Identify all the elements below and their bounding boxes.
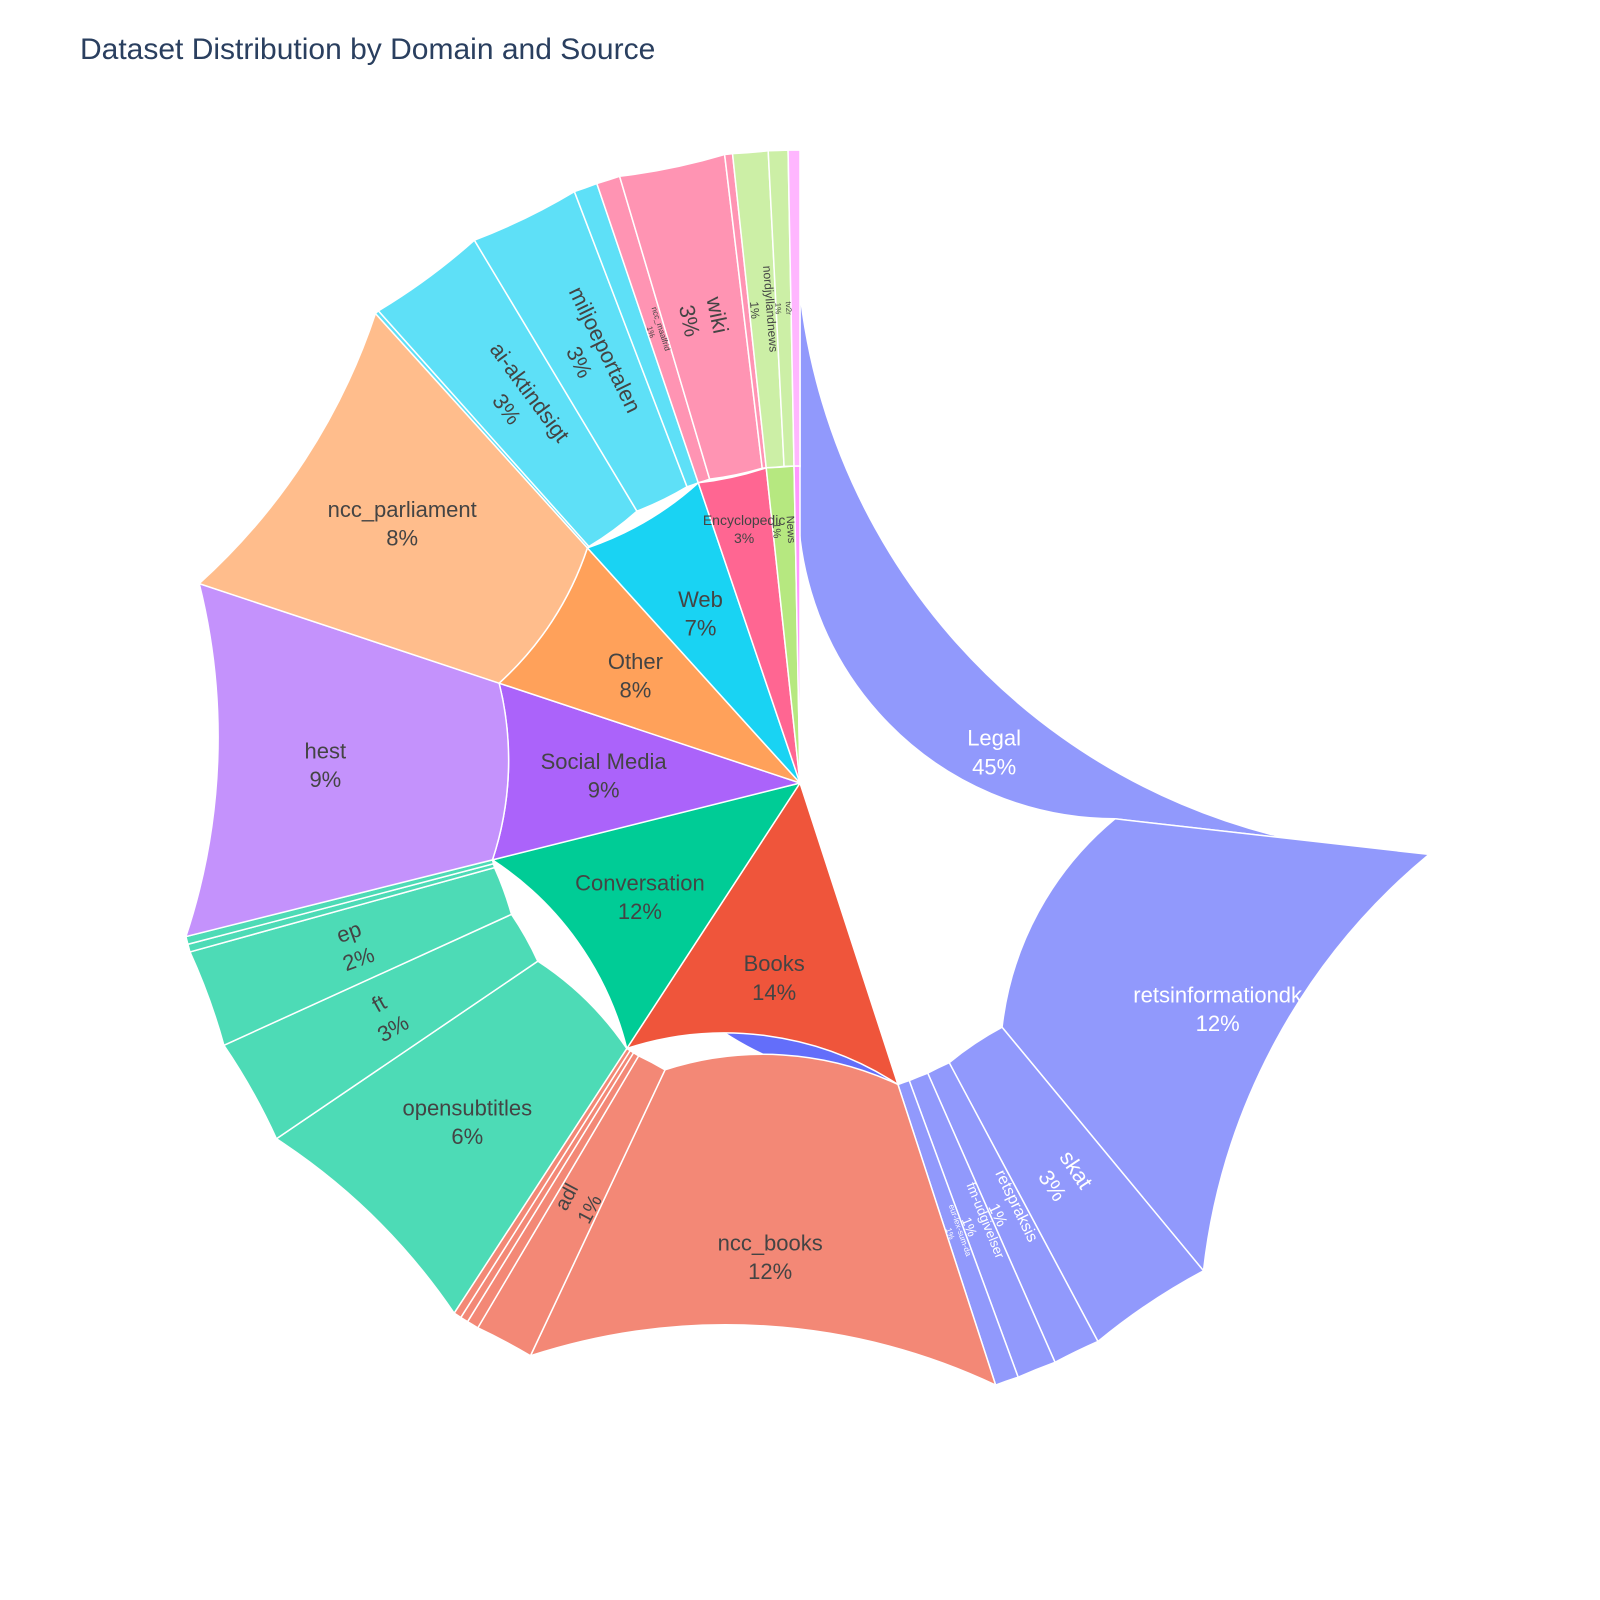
domain-conversation-label: Conversation 12% [575, 870, 705, 924]
domain-news-percent: 1% [770, 522, 783, 539]
source-retsinformationdk-percent: 12% [1196, 1011, 1240, 1036]
domain-other-label: Other 8% [608, 649, 663, 703]
domain-encyclopedic-label: Encyclopedic 3% [703, 512, 786, 546]
domain-social-media-percent: 9% [588, 778, 620, 803]
domain-legal-label: Legal 45% [967, 726, 1021, 780]
source-ncc-parliament-label: ncc_parliament 8% [328, 497, 477, 551]
source-cellar-label: cellar 27% [1128, 440, 1181, 494]
source-opensubtitles-name: opensubtitles [402, 1095, 532, 1120]
source-opensubtitles-percent: 6% [451, 1124, 483, 1149]
domain-web-label: Web 7% [678, 587, 723, 641]
source-retsinformationdk-label: retsinformationdk 12% [1133, 983, 1303, 1037]
source-ncc-maalfrid-percent: 1% [645, 325, 657, 339]
domain-slice-conversation[interactable] [490, 781, 802, 1051]
source-ncc-parliament-percent: 8% [386, 525, 418, 550]
domain-other-name: Other [608, 649, 663, 674]
source-slice-ncc-books[interactable] [529, 1053, 997, 1387]
domain-books-percent: 14% [752, 980, 796, 1005]
domain-slice-books[interactable] [625, 781, 900, 1087]
source-hest-percent: 9% [309, 767, 341, 792]
domain-news-name: News [784, 515, 798, 544]
source-ncc-books-percent: 12% [748, 1259, 792, 1284]
source-retsinformationdk-name: retsinformationdk [1133, 983, 1303, 1008]
domain-books-label: Books 14% [744, 951, 805, 1005]
domain-conversation-percent: 12% [618, 899, 662, 924]
chart-title: Dataset Distribution by Domain and Sourc… [80, 33, 655, 66]
source-slice-hest[interactable] [184, 582, 510, 938]
source-tv2r-percent: 1% [773, 303, 782, 315]
domain-books-name: Books [744, 951, 805, 976]
source-slice-cellar[interactable] [795, 149, 1430, 856]
source-hest-name: hest [305, 738, 347, 763]
domain-social-media-name: Social Media [541, 749, 668, 774]
source-slice-retsinformationdk[interactable] [1001, 817, 1431, 1273]
sunburst-rings [184, 149, 1431, 1387]
domain-other-percent: 8% [619, 678, 651, 703]
source-nordjyllandnews-name: nordjyllandnews [760, 265, 781, 352]
source-opensubtitles-label: opensubtitles 6% [402, 1095, 532, 1149]
domain-web-name: Web [678, 587, 723, 612]
source-cellar-percent: 27% [1132, 469, 1176, 494]
source-cellar-name: cellar [1128, 440, 1181, 465]
source-ncc-books-name: ncc_books [718, 1230, 823, 1255]
domain-legal-percent: 45% [972, 754, 1016, 779]
domain-encyclopedic-percent: 3% [734, 530, 754, 546]
source-ncc-books-label: ncc_books 12% [718, 1230, 823, 1284]
domain-legal-name: Legal [967, 726, 1021, 751]
source-nordjyllandnews-percent: 1% [747, 301, 762, 320]
domain-encyclopedic-name: Encyclopedic [703, 512, 786, 528]
domain-social-media-label: Social Media 9% [541, 749, 668, 803]
domain-web-percent: 7% [685, 616, 717, 641]
source-tv2r-name: tv2r [784, 301, 793, 315]
source-fm-udgivelser-percent: 1% [959, 1215, 980, 1239]
source-slice-domain-8-minor-0[interactable] [787, 149, 801, 467]
source-eur-lex-sum-da-percent: 1% [944, 1227, 956, 1241]
source-ncc-parliament-name: ncc_parliament [328, 497, 477, 522]
source-hest-label: hest 9% [305, 738, 347, 792]
domain-slice-web[interactable] [586, 481, 801, 784]
domain-conversation-name: Conversation [575, 870, 705, 895]
